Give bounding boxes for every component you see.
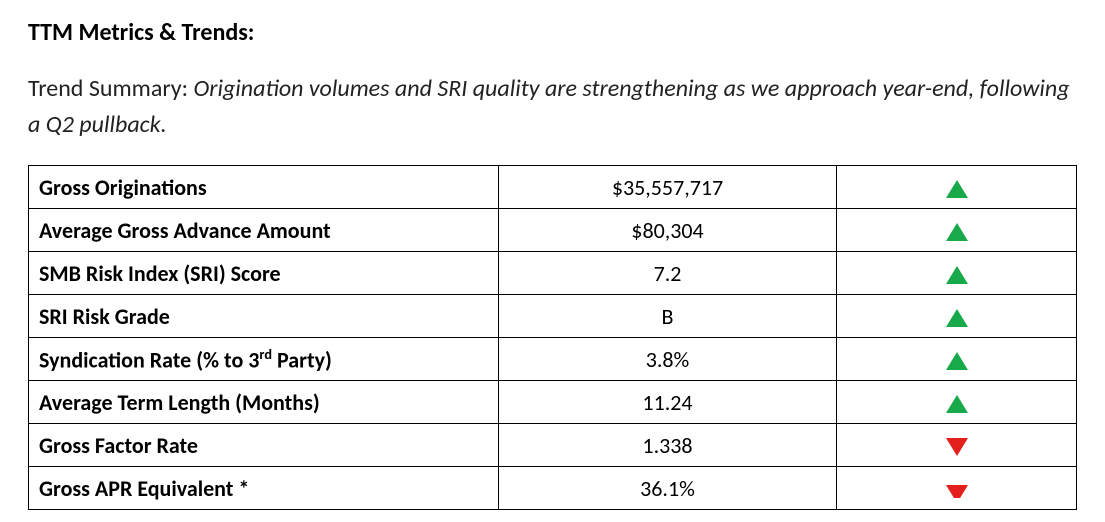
document-page: TTM Metrics & Trends: Trend Summary: Ori… <box>0 0 1105 510</box>
metric-name: Gross Originations <box>29 166 499 209</box>
table-row: Gross APR Equivalent *36.1% <box>29 467 1077 510</box>
section-title: TTM Metrics & Trends: <box>28 18 1077 47</box>
trend-up-icon <box>946 180 968 198</box>
trend-up-icon <box>946 223 968 241</box>
trend-down-icon <box>946 438 968 456</box>
metric-name: Gross Factor Rate <box>29 424 499 467</box>
metric-trend <box>837 338 1077 381</box>
metric-trend <box>837 295 1077 338</box>
metric-trend <box>837 381 1077 424</box>
metrics-table: Gross Originations$35,557,717Average Gro… <box>28 165 1077 510</box>
table-row: Gross Originations$35,557,717 <box>29 166 1077 209</box>
metric-value: 7.2 <box>499 252 837 295</box>
metric-trend <box>837 467 1077 510</box>
metric-trend <box>837 209 1077 252</box>
trend-up-icon <box>946 309 968 327</box>
metric-trend <box>837 252 1077 295</box>
table-row: SRI Risk GradeB <box>29 295 1077 338</box>
table-row: Average Gross Advance Amount$80,304 <box>29 209 1077 252</box>
metric-trend <box>837 424 1077 467</box>
metric-name: Average Gross Advance Amount <box>29 209 499 252</box>
metric-value: 36.1% <box>499 467 837 510</box>
trend-up-icon <box>946 395 968 413</box>
metric-value: $80,304 <box>499 209 837 252</box>
metric-name: Gross APR Equivalent * <box>29 467 499 510</box>
metric-value: $35,557,717 <box>499 166 837 209</box>
metric-value: 1.338 <box>499 424 837 467</box>
table-row: Syndication Rate (% to 3rd Party)3.8% <box>29 338 1077 381</box>
metric-value: B <box>499 295 837 338</box>
metric-value: 11.24 <box>499 381 837 424</box>
metric-trend <box>837 166 1077 209</box>
table-row: Average Term Length (Months)11.24 <box>29 381 1077 424</box>
metrics-table-body: Gross Originations$35,557,717Average Gro… <box>29 166 1077 510</box>
trend-summary: Trend Summary: Origination volumes and S… <box>28 71 1077 143</box>
table-row: SMB Risk Index (SRI) Score7.2 <box>29 252 1077 295</box>
trend-summary-lead: Trend Summary: <box>28 74 194 103</box>
table-row: Gross Factor Rate1.338 <box>29 424 1077 467</box>
metric-name: SRI Risk Grade <box>29 295 499 338</box>
metric-name: SMB Risk Index (SRI) Score <box>29 252 499 295</box>
metric-value: 3.8% <box>499 338 837 381</box>
trend-down-icon <box>946 485 968 498</box>
trend-up-icon <box>946 352 968 370</box>
metric-name: Average Term Length (Months) <box>29 381 499 424</box>
metric-name: Syndication Rate (% to 3rd Party) <box>29 338 499 381</box>
trend-up-icon <box>946 266 968 284</box>
